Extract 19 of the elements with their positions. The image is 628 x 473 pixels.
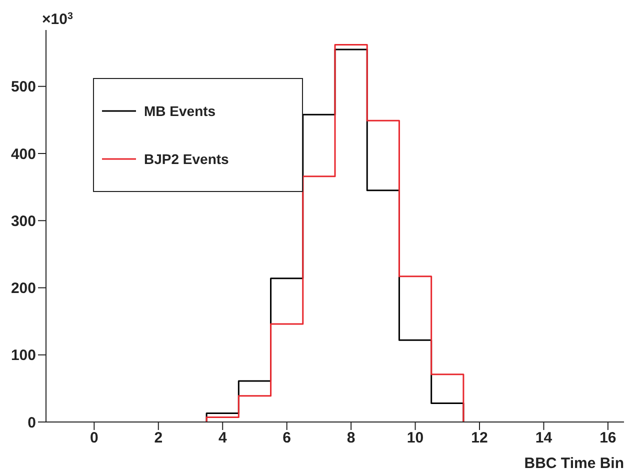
legend-label: MB Events [144, 103, 216, 119]
x-tick-label: 10 [406, 430, 424, 447]
x-tick-label: 14 [535, 430, 553, 447]
y-tick-label: 100 [10, 347, 36, 364]
x-tick-label: 16 [600, 430, 616, 447]
legend-label: BJP2 Events [144, 151, 229, 167]
y-tick-label: 0 [28, 414, 36, 432]
x-tick-label: 6 [282, 430, 292, 447]
x-tick-label: 8 [346, 430, 356, 447]
x-axis-title: BBC Time Bin [524, 455, 624, 472]
x-tick-label: 2 [154, 430, 163, 447]
x-tick-label: 0 [90, 430, 98, 447]
x-tick-label: 4 [218, 430, 228, 447]
y-tick-label: 500 [10, 78, 36, 96]
y-tick-label: 300 [10, 212, 36, 230]
y-tick-label: 200 [10, 280, 36, 298]
x-tick-label: 12 [471, 430, 488, 447]
y-tick-label: 400 [10, 146, 36, 163]
y-axis-title: ×10$^{3}$ [42, 10, 74, 28]
